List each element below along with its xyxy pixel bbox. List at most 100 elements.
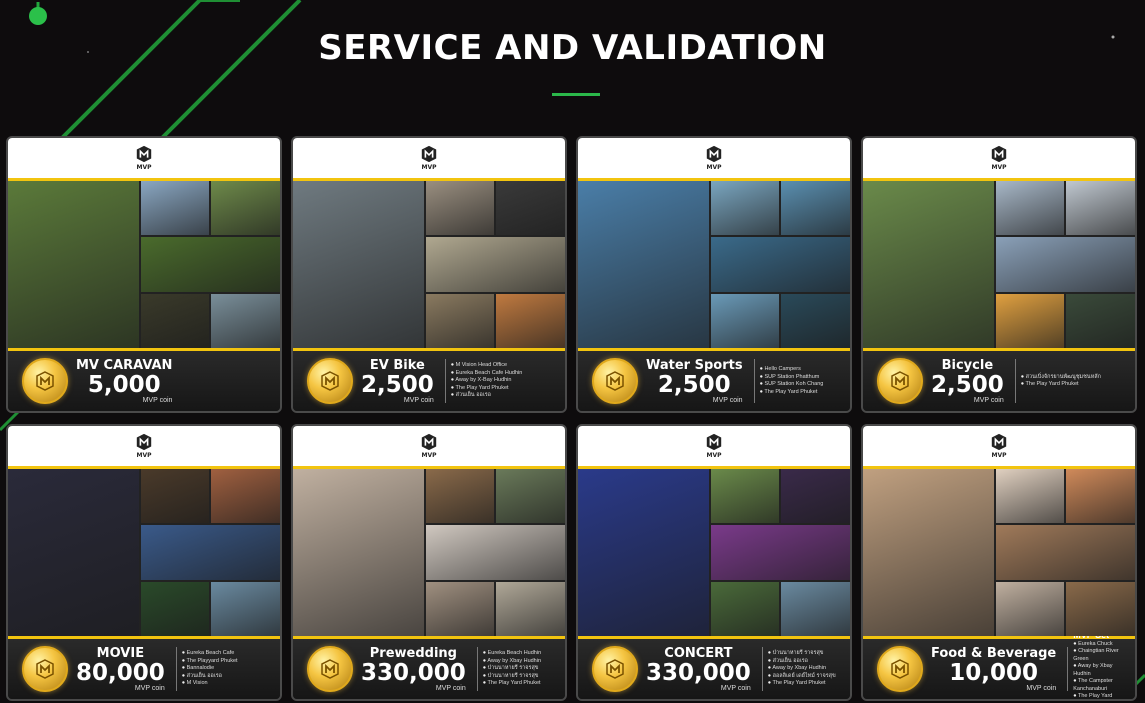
service-card-grid: MVP MV CARAVAN 5,000 MVP coin: [6, 136, 1137, 701]
location-item: Eureka Beach Cafe: [182, 650, 238, 658]
photo-collage: [863, 181, 1135, 348]
card-footer: Bicycle 2,500 MVP coin สวนเบิ่งจักรยานพั…: [863, 348, 1135, 411]
service-price: 2,500: [361, 371, 434, 398]
photo: [293, 469, 424, 636]
card-footer: CONCERT 330,000 MVP coin ป่านนาหายรี ราจ…: [578, 636, 850, 699]
location-block: Hello CampersSUP Station PhatthumSUP Sta…: [760, 366, 824, 396]
price-block: Bicycle 2,500 MVP coin: [931, 357, 1004, 404]
divider: [753, 359, 755, 403]
mvp-coin-icon: [877, 358, 923, 404]
service-name: Bicycle: [941, 357, 994, 373]
location-item: Eureka Chuck: [1073, 641, 1127, 649]
service-card-5[interactable]: MVP MOVIE 80,000 MVP coin Eureka Beach C…: [6, 424, 282, 701]
card-header: MVP: [293, 426, 565, 469]
photo: [863, 469, 994, 636]
service-name: EV Bike: [369, 357, 425, 373]
mvp-logo-text: MVP: [136, 452, 152, 459]
service-price: 80,000: [76, 659, 165, 686]
photo: [140, 181, 210, 236]
photo: [995, 237, 1135, 292]
divider: [1067, 647, 1069, 691]
photo: [995, 525, 1135, 580]
photo: [496, 469, 565, 524]
service-card-4[interactable]: MVP Bicycle 2,500 MVP coin สวนเบิ่งจักรย…: [861, 136, 1137, 413]
photo: [863, 181, 994, 348]
location-block: ป่านนาหายรี ราจรสุขส่วนเย็น ออเรอAway by…: [768, 650, 836, 688]
mvp-logo-icon: [421, 433, 437, 451]
mvp-coin-icon: [592, 646, 638, 692]
service-price: 330,000: [646, 659, 751, 686]
location-item: M Vision Head Office: [451, 362, 523, 370]
photo: [425, 525, 565, 580]
location-list: Eureka Beach HudhinAway by Xbay Hudhinป่…: [483, 650, 541, 688]
photo: [140, 469, 210, 524]
photo: [781, 469, 850, 524]
photo: [293, 181, 424, 348]
location-item: Away by Xbay Hudhin: [1073, 663, 1127, 678]
location-item: ส่วนเย็น ออเรอ: [768, 658, 836, 666]
service-card-8[interactable]: MVP Food & Beverage 10,000 MVP coin MVP …: [861, 424, 1137, 701]
photo: [140, 237, 280, 292]
card-header: MVP: [578, 426, 850, 469]
page-title: SERVICE AND VALIDATION: [318, 28, 827, 68]
location-item: The Play Yard Phuket: [768, 680, 836, 688]
location-item: The Play Yard Phuket: [483, 680, 541, 688]
location-list: Eureka Beach CafeThe Playyard PhuketBann…: [182, 650, 238, 688]
mvp-coin-icon: [307, 358, 353, 404]
location-block: Eureka Beach HudhinAway by Xbay Hudhinป่…: [483, 650, 541, 688]
service-card-3[interactable]: MVP Water Sports 2,500 MVP coin Hello Ca…: [576, 136, 852, 413]
location-item: Hello Campers: [760, 366, 824, 374]
mvp-logo-text: MVP: [421, 164, 437, 171]
location-item: The Play Yard Phuket: [1073, 693, 1127, 699]
location-list: Hello CampersSUP Station PhatthumSUP Sta…: [760, 366, 824, 396]
mvp-logo-text: MVP: [136, 164, 152, 171]
service-price: 10,000: [949, 659, 1038, 686]
coin-unit-label: MVP coin: [134, 684, 165, 692]
photo: [496, 181, 565, 236]
card-footer: Prewedding 330,000 MVP coin Eureka Beach…: [293, 636, 565, 699]
location-item: The Play Yard Phuket: [451, 385, 523, 393]
price-block: MOVIE 80,000 MVP coin: [76, 646, 165, 692]
service-name: Water Sports: [646, 357, 743, 373]
location-item: ฮอลลิเดย์ เดย์ไทม์ ราจรสุข: [768, 673, 836, 681]
location-item: ป่านนาหายรี ราจรสุข: [483, 665, 541, 673]
mvp-logo-icon: [136, 433, 152, 451]
mvp-logo-icon: [706, 433, 722, 451]
mvp-logo-icon: [136, 145, 152, 163]
photo: [578, 469, 709, 636]
location-item: Eureka Beach Hudhin: [483, 650, 542, 658]
service-card-7[interactable]: MVP CONCERT 330,000 MVP coin ป่านนาหายรี…: [576, 424, 852, 701]
card-footer: MOVIE 80,000 MVP coin Eureka Beach CafeT…: [8, 636, 280, 699]
photo-collage: [863, 469, 1135, 636]
photo: [1066, 581, 1135, 636]
service-card-6[interactable]: MVP Prewedding 330,000 MVP coin Eureka B…: [291, 424, 567, 701]
mvp-logo-icon: [421, 145, 437, 163]
photo: [1066, 181, 1135, 236]
photo: [425, 469, 495, 524]
photo: [140, 525, 280, 580]
service-card-1[interactable]: MVP MV CARAVAN 5,000 MVP coin: [6, 136, 282, 413]
photo-collage: [578, 469, 850, 636]
photo: [211, 293, 280, 348]
coin-unit-label: MVP coin: [712, 396, 743, 404]
photo: [1066, 469, 1135, 524]
service-name: CONCERT: [664, 645, 733, 661]
location-item: M Vision: [182, 680, 238, 688]
photo: [8, 469, 139, 636]
card-footer: EV Bike 2,500 MVP coin M Vision Head Off…: [293, 348, 565, 411]
mvp-logo-icon: [706, 145, 722, 163]
photo-collage: [578, 181, 850, 348]
photo: [710, 181, 780, 236]
photo: [995, 293, 1065, 348]
price-block: Food & Beverage 10,000 MVP coin: [931, 646, 1056, 692]
price-block: MV CARAVAN 5,000 MVP coin: [76, 358, 172, 404]
card-footer: Food & Beverage 10,000 MVP coin MVP Set …: [863, 630, 1135, 699]
location-block: สวนเบิ่งจักรยานพัฒนูชุมชนหลักThe Play Ya…: [1021, 374, 1101, 389]
coin-unit-label: MVP coin: [435, 684, 466, 692]
location-item: ส่วนเย็น ออเรอ: [182, 673, 238, 681]
mvp-logo-icon: [991, 145, 1007, 163]
location-item: The Playyard Phuket: [182, 658, 238, 666]
photo: [710, 237, 850, 292]
card-footer: Water Sports 2,500 MVP coin Hello Camper…: [578, 348, 850, 411]
service-card-2[interactable]: MVP EV Bike 2,500 MVP coin M Vision Head…: [291, 136, 567, 413]
